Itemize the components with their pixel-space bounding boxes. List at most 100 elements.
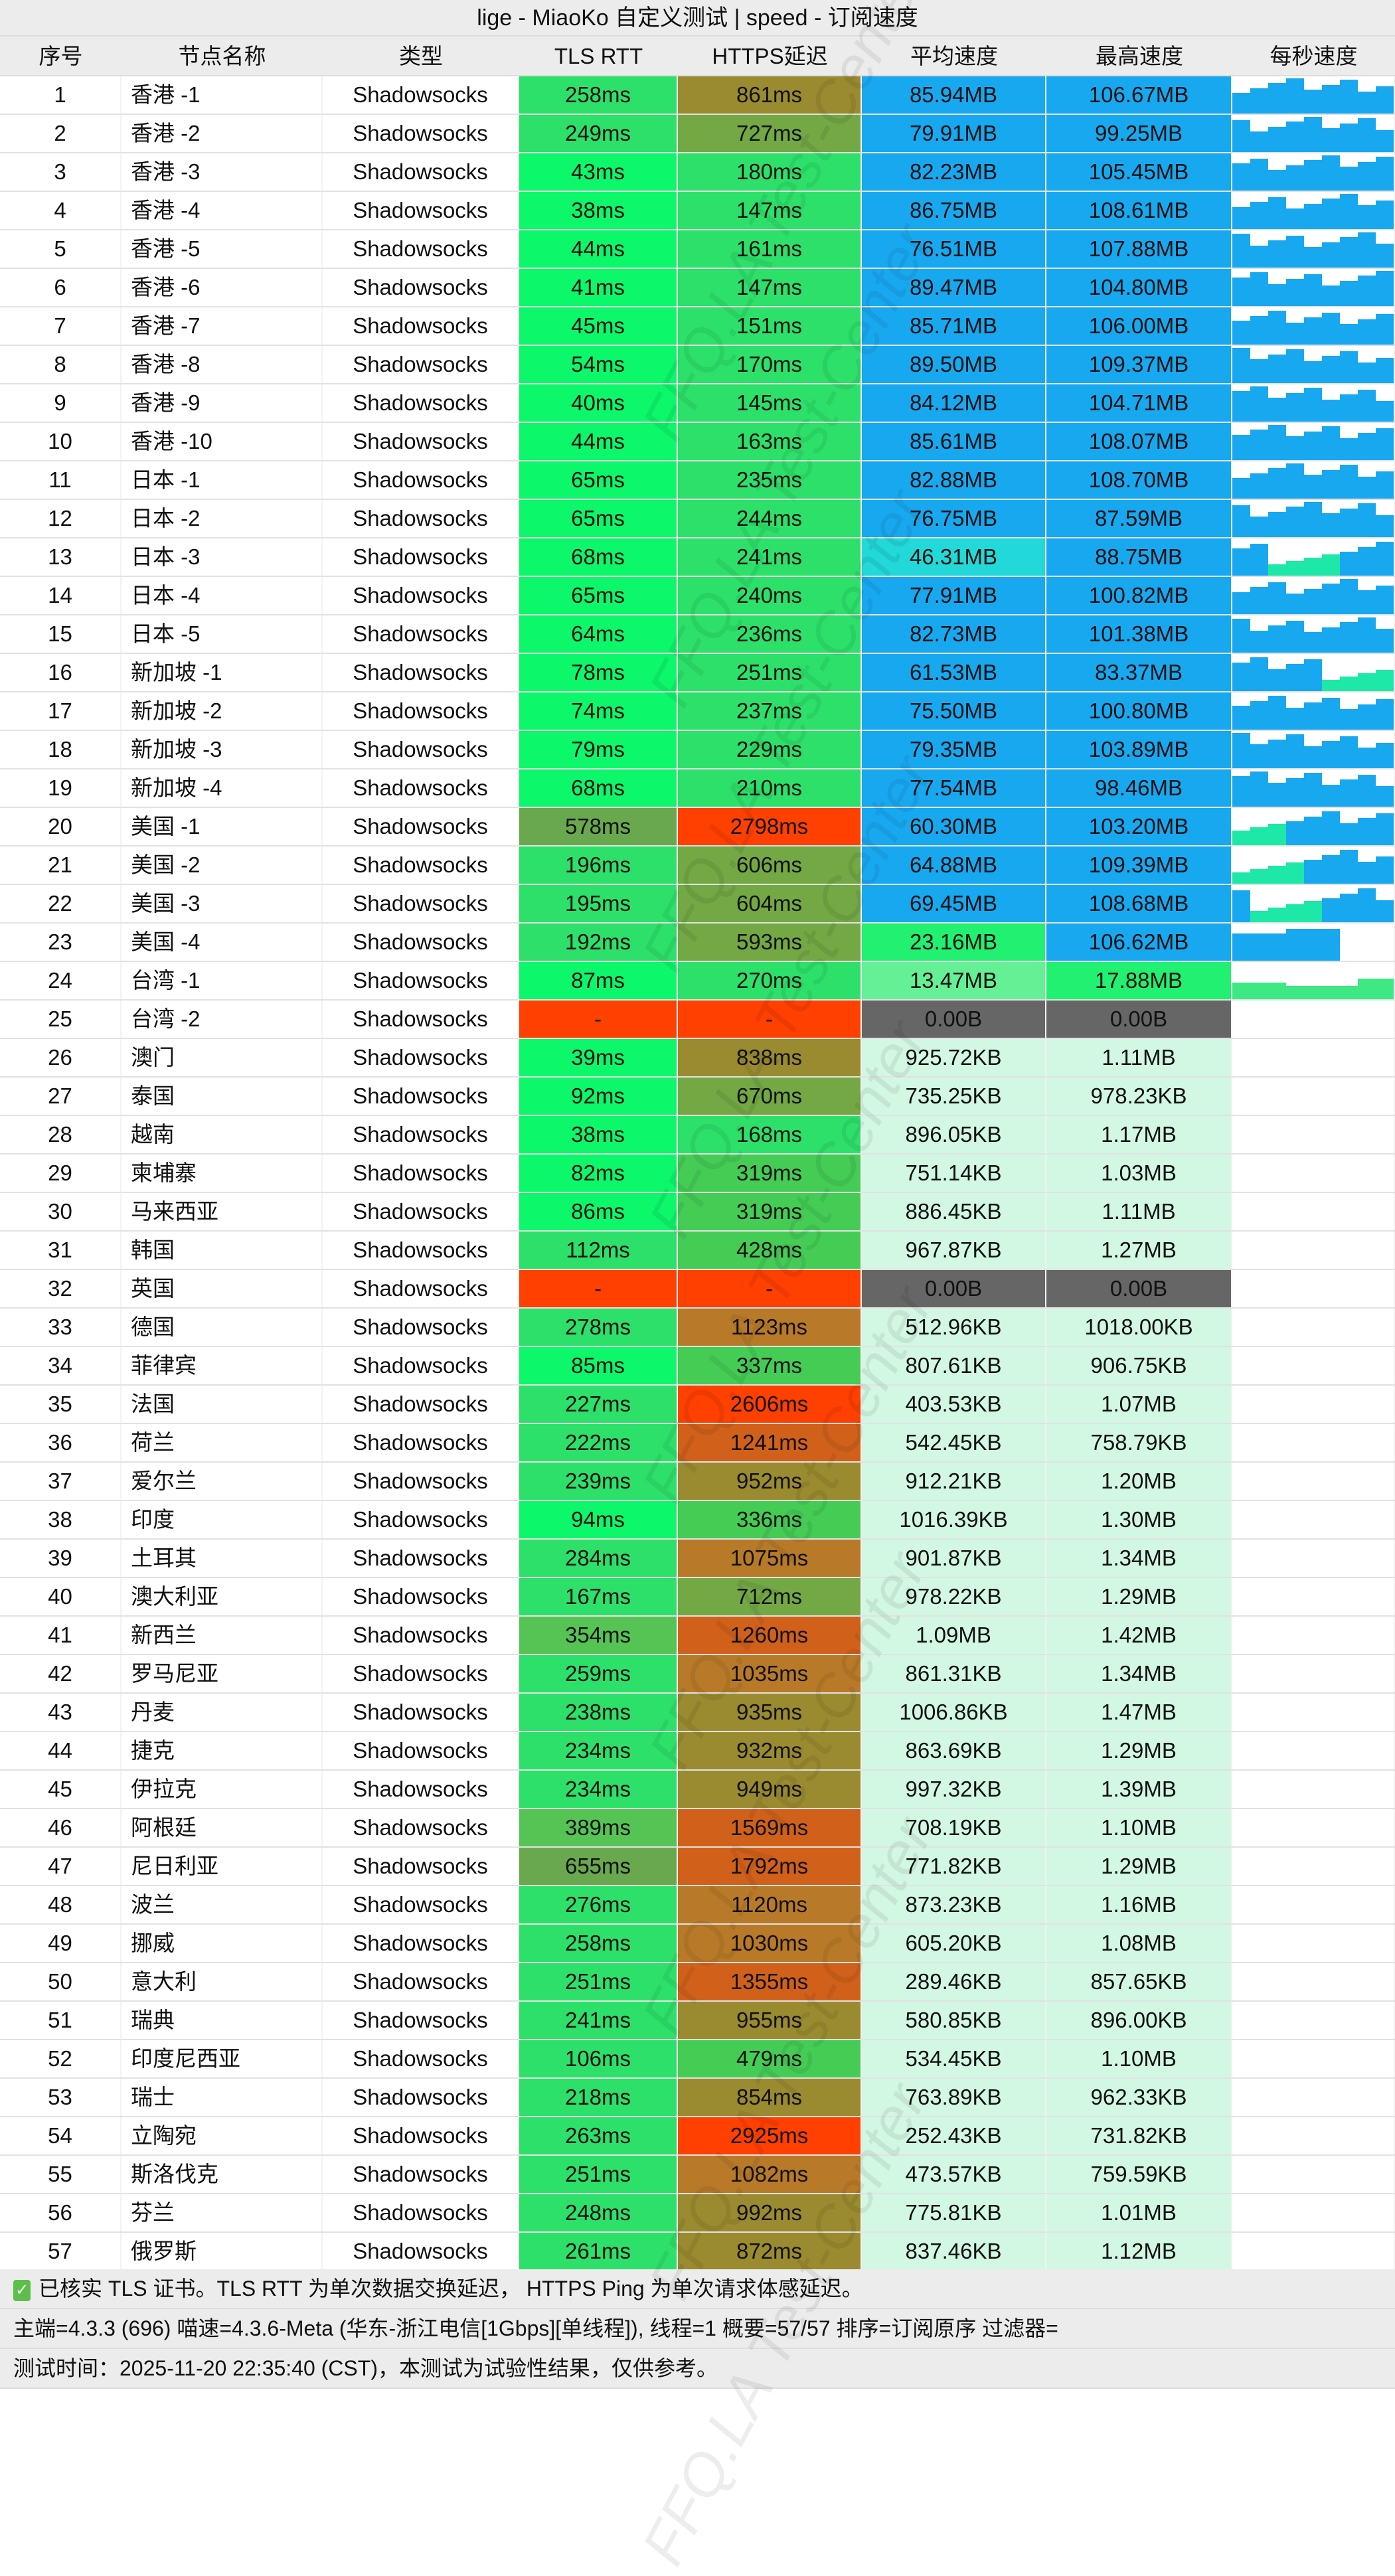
table-row[interactable]: 5 香港 -5 Shadowsocks 44ms 161ms 76.51MB 107.88M… xyxy=(0,230,1395,269)
table-row[interactable]: 29 柬埔寨 Shadowsocks 82ms 319ms 751.14KB 1.03MB xyxy=(0,1155,1395,1193)
sparkline-bar xyxy=(1250,587,1268,614)
cell-https-latency: 593ms xyxy=(678,924,862,961)
table-row[interactable]: 38 印度 Shadowsocks 94ms 336ms 1016.39KB 1.30MB xyxy=(0,1501,1395,1540)
table-row[interactable]: 34 菲律宾 Shadowsocks 85ms 337ms 807.61KB 906.75K… xyxy=(0,1347,1395,1386)
table-row[interactable]: 9 香港 -9 Shadowsocks 40ms 145ms 84.12MB 104.71M… xyxy=(0,384,1395,423)
table-row[interactable]: 51 瑞典 Shadowsocks 241ms 955ms 580.85KB 896.00K… xyxy=(0,2002,1395,2040)
table-row[interactable]: 39 土耳其 Shadowsocks 284ms 1075ms 901.87KB 1.34M… xyxy=(0,1540,1395,1578)
sparkline-bar xyxy=(1304,746,1322,768)
table-row[interactable]: 40 澳大利亚 Shadowsocks 167ms 712ms 978.22KB 1.29M… xyxy=(0,1578,1395,1617)
table-row[interactable]: 47 尼日利亚 Shadowsocks 655ms 1792ms 771.82KB 1.29… xyxy=(0,1848,1395,1886)
cell-index: 40 xyxy=(0,1578,122,1615)
table-row[interactable]: 54 立陶宛 Shadowsocks 263ms 2925ms 252.43KB 731.8… xyxy=(0,2117,1395,2156)
table-row[interactable]: 15 日本 -5 Shadowsocks 64ms 236ms 82.73MB 101.38… xyxy=(0,615,1395,654)
table-row[interactable]: 57 俄罗斯 Shadowsocks 261ms 872ms 837.46KB 1.12MB xyxy=(0,2233,1395,2271)
col-index[interactable]: 序号 xyxy=(39,44,83,68)
table-row[interactable]: 12 日本 -2 Shadowsocks 65ms 244ms 76.75MB 87.59M… xyxy=(0,500,1395,538)
sparkline-bar xyxy=(1376,314,1394,345)
table-row[interactable]: 37 爱尔兰 Shadowsocks 239ms 952ms 912.21KB 1.20MB xyxy=(0,1463,1395,1501)
col-https-latency[interactable]: HTTPS延迟 xyxy=(712,44,828,68)
speed-sparkline xyxy=(1232,153,1395,191)
table-row[interactable]: 20 美国 -1 Shadowsocks 578ms 2798ms 60.30MB 103.… xyxy=(0,808,1395,846)
table-row[interactable]: 35 法国 Shadowsocks 227ms 2606ms 403.53KB 1.07MB xyxy=(0,1386,1395,1424)
cell-type: Shadowsocks xyxy=(323,1270,519,1307)
table-row[interactable]: 28 越南 Shadowsocks 38ms 168ms 896.05KB 1.17MB xyxy=(0,1116,1395,1155)
table-row[interactable]: 53 瑞士 Shadowsocks 218ms 854ms 763.89KB 962.33K… xyxy=(0,2079,1395,2117)
speed-sparkline xyxy=(1232,1617,1395,1654)
col-node-name[interactable]: 节点名称 xyxy=(178,44,266,68)
sparkline-bar xyxy=(1286,620,1304,653)
speed-sparkline xyxy=(1232,192,1395,229)
table-row[interactable]: 14 日本 -4 Shadowsocks 65ms 240ms 77.91MB 100.82… xyxy=(0,577,1395,615)
cell-https-latency: 244ms xyxy=(678,500,862,537)
table-row[interactable]: 25 台湾 -2 Shadowsocks - -0.00B 0.00B xyxy=(0,1001,1395,1039)
table-row[interactable]: 6 香港 -6 Shadowsocks 41ms 147ms 89.47MB 104.80M… xyxy=(0,269,1395,307)
col-avg-speed[interactable]: 平均速度 xyxy=(910,44,998,68)
cell-tls-rtt: 54ms xyxy=(519,346,678,383)
speed-sparkline xyxy=(1232,2233,1395,2270)
table-row[interactable]: 26 澳门 Shadowsocks 39ms 838ms 925.72KB 1.11MB xyxy=(0,1039,1395,1078)
table-row[interactable]: 42 罗马尼亚 Shadowsocks 259ms 1035ms 861.31KB 1.34… xyxy=(0,1655,1395,1694)
table-row[interactable]: 11 日本 -1 Shadowsocks 65ms 235ms 82.88MB 108.70… xyxy=(0,461,1395,500)
cell-max-speed: 101.38MB xyxy=(1046,615,1232,653)
table-row[interactable]: 41 新西兰 Shadowsocks 354ms 1260ms 1.09MB 1.42MB xyxy=(0,1617,1395,1655)
cell-type: Shadowsocks xyxy=(323,2233,519,2270)
table-row[interactable]: 2 香港 -2 Shadowsocks 249ms 727ms 79.91MB 99.25M… xyxy=(0,115,1395,153)
table-row[interactable]: 18 新加坡 -3 Shadowsocks 79ms 229ms 79.35MB 103.8… xyxy=(0,731,1395,769)
table-row[interactable]: 1 香港 -1 Shadowsocks 258ms 861ms 85.94MB 106.67… xyxy=(0,76,1395,115)
cell-tls-rtt: 92ms xyxy=(519,1078,678,1115)
table-row[interactable]: 3 香港 -3 Shadowsocks 43ms 180ms 82.23MB 105.45M… xyxy=(0,153,1395,192)
cell-tls-rtt: 263ms xyxy=(519,2117,678,2154)
table-row[interactable]: 56 芬兰 Shadowsocks 248ms 992ms 775.81KB 1.01MB xyxy=(0,2194,1395,2233)
table-row[interactable]: 49 挪威 Shadowsocks 258ms 1030ms 605.20KB 1.08MB xyxy=(0,1925,1395,1963)
col-type[interactable]: 类型 xyxy=(399,44,443,68)
table-row[interactable]: 31 韩国 Shadowsocks 112ms 428ms 967.87KB 1.27MB xyxy=(0,1232,1395,1270)
table-row[interactable]: 50 意大利 Shadowsocks 251ms 1355ms 289.46KB 857.6… xyxy=(0,1963,1395,2002)
cell-node-name: 新西兰 xyxy=(122,1617,323,1654)
speed-sparkline xyxy=(1232,1424,1395,1461)
cell-avg-speed: 77.54MB xyxy=(862,769,1046,807)
table-row[interactable]: 13 日本 -3 Shadowsocks 68ms 241ms 46.31MB 88.75M… xyxy=(0,538,1395,577)
table-row[interactable]: 44 捷克 Shadowsocks 234ms 932ms 863.69KB 1.29MB xyxy=(0,1732,1395,1771)
sparkline-bar xyxy=(1322,627,1340,653)
table-row[interactable]: 8 香港 -8 Shadowsocks 54ms 170ms 89.50MB 109.37M… xyxy=(0,346,1395,384)
table-row[interactable]: 52 印度尼西亚 Shadowsocks 106ms 479ms 534.45KB 1.10… xyxy=(0,2040,1395,2079)
cell-tls-rtt: 112ms xyxy=(519,1232,678,1269)
table-row[interactable]: 4 香港 -4 Shadowsocks 38ms 147ms 86.75MB 108.61M… xyxy=(0,192,1395,230)
table-row[interactable]: 10 香港 -10 Shadowsocks 44ms 163ms 85.61MB 108.0… xyxy=(0,423,1395,461)
speed-sparkline xyxy=(1232,731,1395,768)
sparkline-bar xyxy=(1340,80,1358,114)
table-row[interactable]: 19 新加坡 -4 Shadowsocks 68ms 210ms 77.54MB 98.46… xyxy=(0,769,1395,808)
cell-index: 25 xyxy=(0,1001,122,1038)
table-row[interactable]: 55 斯洛伐克 Shadowsocks 251ms 1082ms 473.57KB 759.… xyxy=(0,2156,1395,2194)
table-row[interactable]: 7 香港 -7 Shadowsocks 45ms 151ms 85.71MB 106.00M… xyxy=(0,307,1395,346)
sparkline-bar xyxy=(1286,777,1304,807)
cell-https-latency: 241ms xyxy=(678,538,862,576)
table-row[interactable]: 43 丹麦 Shadowsocks 238ms 935ms 1006.86KB 1.47MB xyxy=(0,1694,1395,1732)
cell-index: 36 xyxy=(0,1424,122,1461)
table-row[interactable]: 27 泰国 Shadowsocks 92ms 670ms 735.25KB 978.23KB xyxy=(0,1078,1395,1116)
col-tls-rtt[interactable]: TLS RTT xyxy=(554,44,643,68)
table-row[interactable]: 48 波兰 Shadowsocks 276ms 1120ms 873.23KB 1.16MB xyxy=(0,1886,1395,1925)
table-row[interactable]: 36 荷兰 Shadowsocks 222ms 1241ms 542.45KB 758.79… xyxy=(0,1424,1395,1463)
col-per-second-speed[interactable]: 每秒速度 xyxy=(1270,44,1358,68)
cell-tls-rtt: 68ms xyxy=(519,538,678,576)
table-row[interactable]: 46 阿根廷 Shadowsocks 389ms 1569ms 708.19KB 1.10M… xyxy=(0,1809,1395,1848)
speed-sparkline xyxy=(1232,1771,1395,1808)
table-row[interactable]: 24 台湾 -1 Shadowsocks 87ms 270ms 13.47MB 17.88M… xyxy=(0,962,1395,1001)
table-row[interactable]: 45 伊拉克 Shadowsocks 234ms 949ms 997.32KB 1.39MB xyxy=(0,1771,1395,1809)
cell-avg-speed: 76.51MB xyxy=(862,230,1046,268)
col-max-speed[interactable]: 最高速度 xyxy=(1096,44,1183,68)
table-row[interactable]: 32 英国 Shadowsocks - -0.00B 0.00B xyxy=(0,1270,1395,1309)
cell-https-latency: 1241ms xyxy=(678,1424,862,1461)
table-row[interactable]: 22 美国 -3 Shadowsocks 195ms 604ms 69.45MB 108.6… xyxy=(0,885,1395,924)
table-row[interactable]: 33 德国 Shadowsocks 278ms 1123ms 512.96KB 1018.0… xyxy=(0,1309,1395,1347)
sparkline-bar xyxy=(1250,869,1268,884)
table-row[interactable]: 21 美国 -2 Shadowsocks 196ms 606ms 64.88MB 109.3… xyxy=(0,846,1395,885)
sparkline-bar xyxy=(1250,131,1268,152)
table-row[interactable]: 30 马来西亚 Shadowsocks 86ms 319ms 886.45KB 1.11MB xyxy=(0,1193,1395,1232)
table-row[interactable]: 16 新加坡 -1 Shadowsocks 78ms 251ms 61.53MB 83.37… xyxy=(0,654,1395,692)
table-row[interactable]: 17 新加坡 -2 Shadowsocks 74ms 237ms 75.50MB 100.8… xyxy=(0,692,1395,731)
sparkline-bar xyxy=(1358,590,1376,614)
table-row[interactable]: 23 美国 -4 Shadowsocks 192ms 593ms 23.16MB 106.6… xyxy=(0,924,1395,962)
